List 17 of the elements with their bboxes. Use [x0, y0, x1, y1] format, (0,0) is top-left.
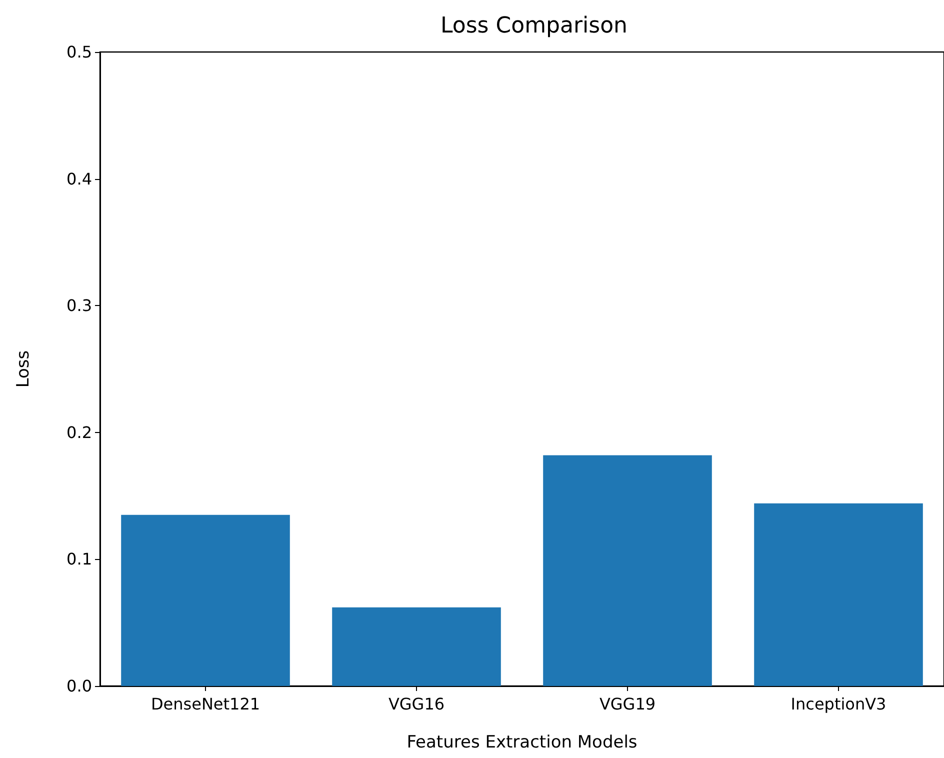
bar — [332, 607, 501, 686]
bar — [754, 503, 923, 686]
x-tick-label: VGG16 — [388, 694, 445, 714]
bar — [121, 514, 290, 686]
y-tick-label: 0.4 — [66, 169, 92, 188]
bar — [543, 455, 712, 686]
y-tick-label: 0.2 — [66, 422, 92, 442]
y-tick-label: 0.1 — [66, 550, 92, 569]
y-tick-label: 0.5 — [66, 42, 92, 62]
y-axis-title: Loss — [14, 350, 34, 388]
x-tick-label: DenseNet121 — [150, 694, 260, 714]
y-tick-label: 0.0 — [66, 676, 92, 696]
y-tick-label: 0.3 — [66, 296, 92, 316]
x-axis-title: Features Extraction Models — [406, 732, 638, 752]
x-tick-label: InceptionV3 — [790, 694, 886, 714]
chart-title: Loss Comparison — [440, 14, 628, 38]
x-tick-label: VGG19 — [599, 694, 656, 714]
